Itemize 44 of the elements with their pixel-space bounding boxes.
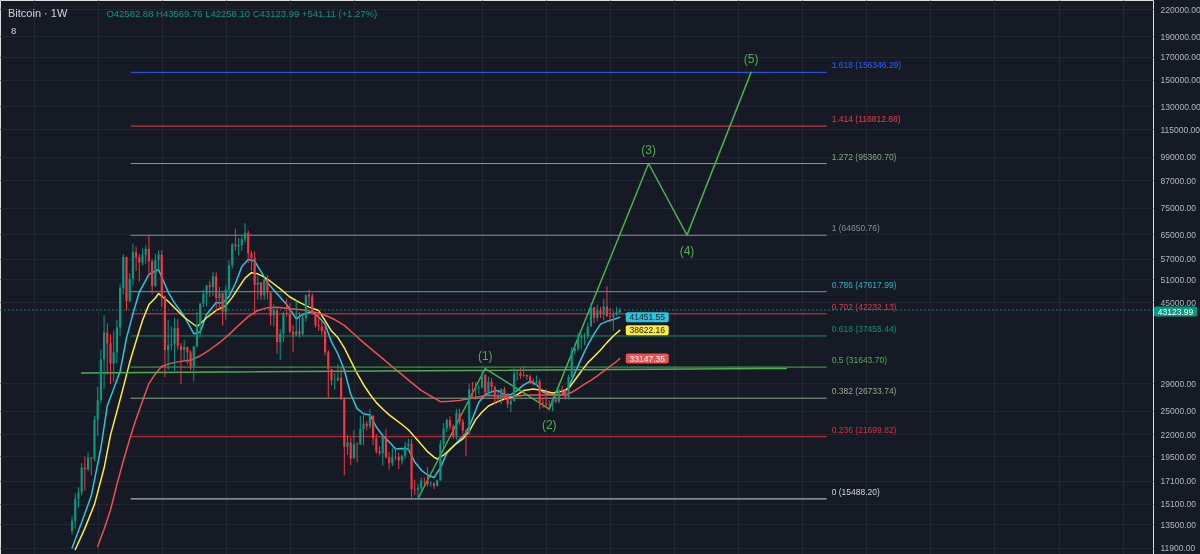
annotation: (2) [541, 418, 557, 433]
ref-line-label: 0.5 (31643.70) [831, 355, 888, 366]
ref-line-label: 0.618 (37455.44) [831, 323, 897, 334]
annotation: (4) [679, 244, 695, 259]
annotation: (3) [641, 143, 656, 158]
y-tick-label: 190000.00 [1160, 31, 1200, 42]
y-tick-label: 75000.00 [1160, 203, 1197, 214]
annotation: (1) [477, 348, 493, 363]
y-tick-label: 150000.00 [1160, 75, 1200, 86]
ref-line-label: 1.618 (156346.29) [831, 60, 902, 71]
y-tick-label: 65000.00 [1160, 229, 1197, 240]
y-tick-label: 15100.00 [1160, 499, 1197, 510]
y-tick-label: 11900.00 [1160, 543, 1196, 554]
y-tick-label: 13500.00 [1160, 519, 1197, 530]
y-tick-label: 45000.00 [1160, 297, 1197, 308]
ref-line-label: 0.786 (47617.99) [831, 279, 897, 290]
y-tick-label: 17100.00 [1160, 476, 1197, 487]
y-tick-label: 170000.00 [1160, 52, 1200, 63]
text: Bitcoin · 1W [8, 7, 68, 19]
data-label: 33147.35 [629, 353, 666, 364]
y-tick-label: 99000.00 [1160, 152, 1197, 163]
data-label: 38622.16 [629, 325, 666, 336]
ref-line-label: 0.236 (21699.82) [831, 424, 897, 435]
text: O42582.88 H43569.76 L42258.10 C43123.99 +541.11 (+1.27%) [106, 8, 378, 19]
ref-line-label: 0.382 (26733.74) [831, 386, 897, 397]
y-tick-label: 130000.00 [1160, 101, 1200, 112]
ref-line-label: 0.702 (42232.13) [831, 301, 897, 312]
ref-line-label: 1.414 (116812.88) [831, 114, 901, 125]
y-tick-label: 115000.00 [1160, 124, 1200, 135]
ref-line-label: 0 (15488.20) [831, 486, 881, 497]
y-tick-label: 57000.00 [1160, 254, 1197, 265]
y-tick-label: 29000.00 [1160, 378, 1197, 389]
y-tick-label: 22000.00 [1160, 429, 1197, 440]
ref-line-label: 1.272 (95360.70) [831, 151, 897, 162]
y-tick-label: 51000.00 [1160, 274, 1197, 285]
data-label: 41451.55 [629, 312, 666, 323]
y-tick-label: 87000.00 [1160, 175, 1197, 186]
ref-line-label: 43123.99 [1157, 306, 1194, 317]
annotation: 8 [11, 25, 17, 36]
y-tick-label: 25000.00 [1160, 406, 1197, 417]
y-tick-label: 220000.00 [1160, 4, 1200, 15]
annotation: (5) [743, 52, 759, 67]
ref-line-label: 1 (64650.76) [831, 223, 881, 234]
y-tick-label: 19500.00 [1160, 451, 1197, 462]
